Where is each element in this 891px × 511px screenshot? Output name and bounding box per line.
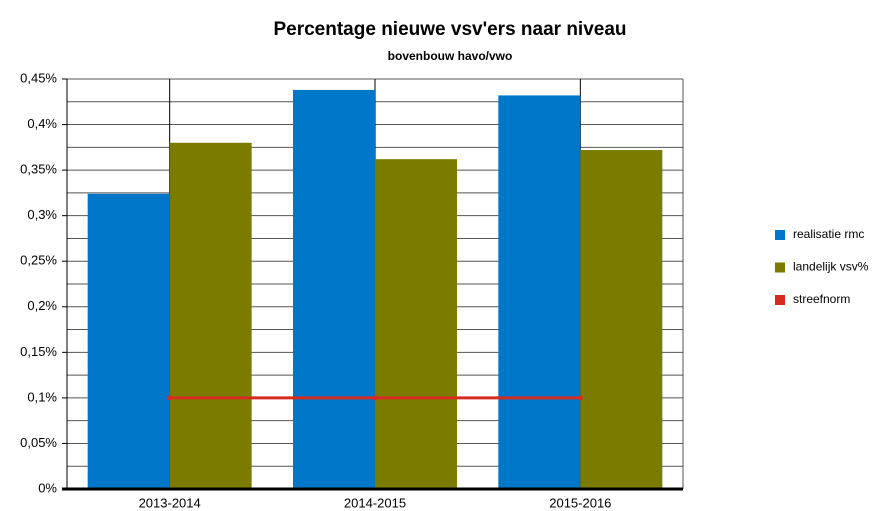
bar bbox=[87, 193, 170, 490]
bar bbox=[375, 159, 457, 489]
x-tick-label: 2014-2015 bbox=[344, 495, 406, 510]
bar bbox=[580, 150, 663, 490]
y-tick-label: 0,15% bbox=[20, 344, 57, 359]
y-tick-label: 0,45% bbox=[20, 70, 57, 85]
y-tick-label: 0,05% bbox=[20, 435, 57, 450]
legend-label: landelijk vsv% bbox=[793, 260, 869, 274]
line-point bbox=[167, 395, 173, 401]
legend-swatch bbox=[775, 262, 785, 273]
bar bbox=[293, 89, 375, 489]
y-tick-label: 0,35% bbox=[20, 162, 57, 177]
y-tick-label: 0,3% bbox=[27, 207, 57, 222]
chart-title: Percentage nieuwe vsv'ers naar niveau bbox=[273, 19, 626, 40]
x-tick-label: 2013-2014 bbox=[139, 495, 201, 510]
bar bbox=[169, 142, 252, 489]
legend-label: streefnorm bbox=[793, 292, 850, 306]
y-tick-label: 0% bbox=[38, 480, 57, 495]
line-point bbox=[372, 395, 378, 401]
y-tick-label: 0,25% bbox=[20, 253, 57, 268]
y-tick-label: 0,4% bbox=[27, 116, 57, 131]
x-tick-label: 2015-2016 bbox=[549, 495, 611, 510]
legend-swatch bbox=[775, 230, 785, 240]
line-point bbox=[577, 395, 583, 401]
legend-swatch bbox=[775, 295, 785, 305]
legend-label: realisatie rmc bbox=[793, 227, 864, 241]
y-tick-label: 0,1% bbox=[27, 389, 57, 404]
bar bbox=[498, 95, 581, 490]
chart-subtitle: bovenbouw havo/vwo bbox=[388, 49, 513, 63]
y-tick-label: 0,2% bbox=[27, 298, 57, 313]
